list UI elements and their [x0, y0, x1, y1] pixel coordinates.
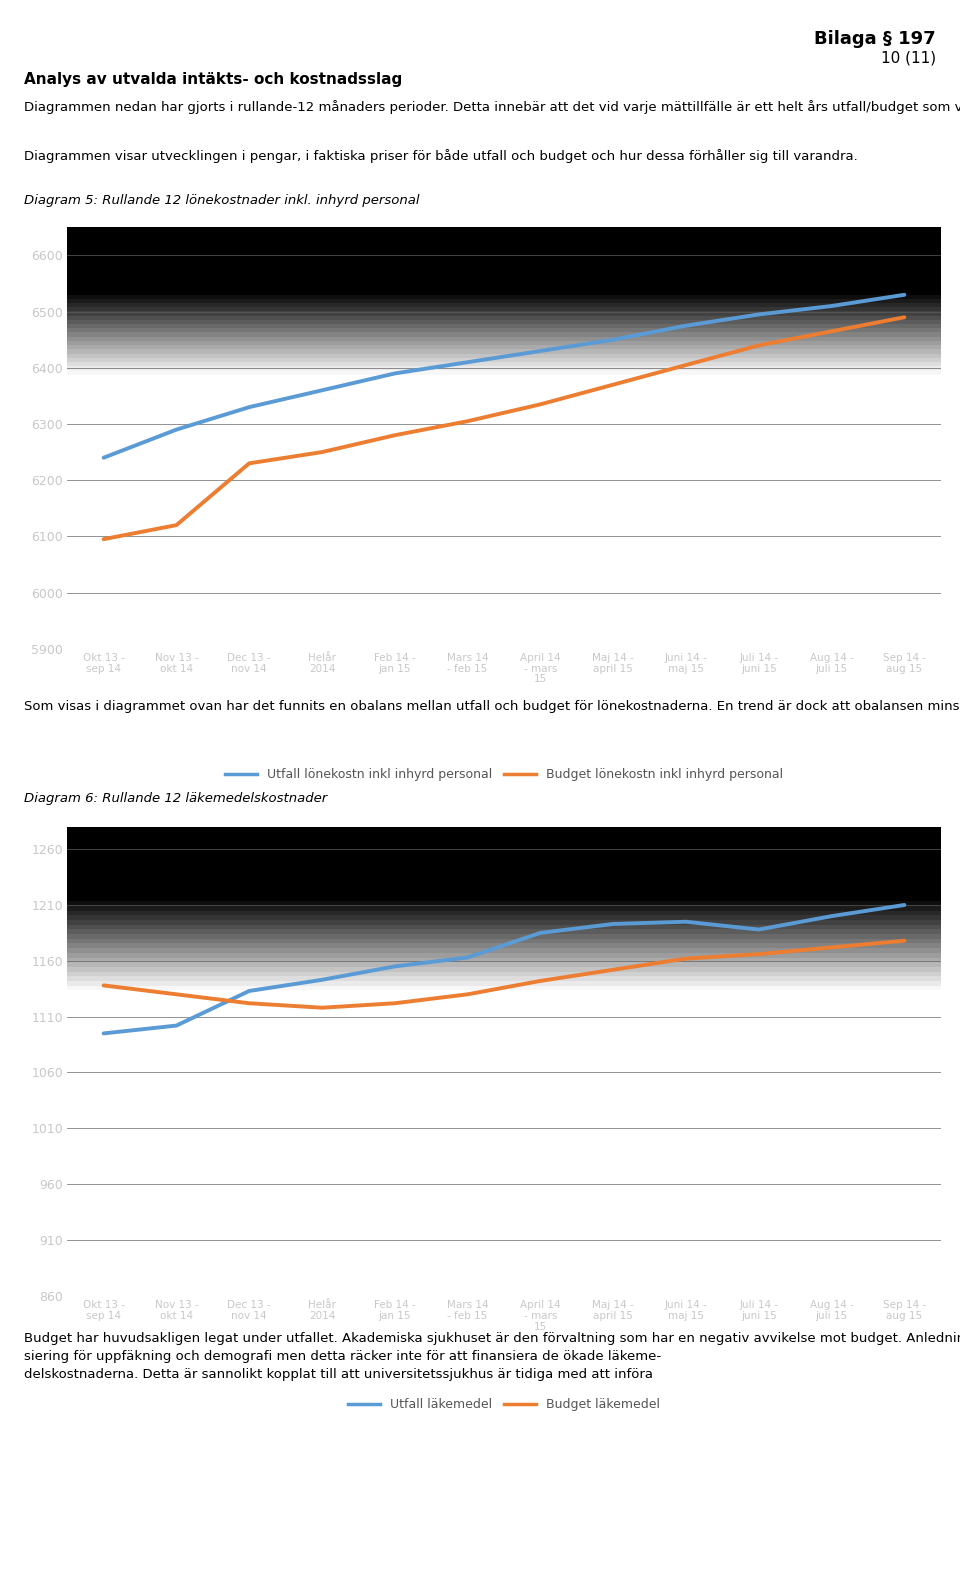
- Legend: Utfall lönekostn inkl inhyrd personal, Budget lönekostn inkl inhyrd personal: Utfall lönekostn inkl inhyrd personal, B…: [220, 763, 788, 785]
- Text: Diagram 5: Rullande 12 lönekostnader inkl. inhyrd personal: Diagram 5: Rullande 12 lönekostnader ink…: [24, 194, 420, 207]
- Text: Diagram 6: Rullande 12 läkemedelskostnader: Diagram 6: Rullande 12 läkemedelskostnad…: [24, 792, 327, 805]
- Title: Lönekostnader inkl inhyrd personal: Lönekostnader inkl inhyrd personal: [324, 202, 684, 221]
- Legend: Utfall läkemedel, Budget läkemedel: Utfall läkemedel, Budget läkemedel: [344, 1393, 664, 1417]
- Text: Budget har huvudsakligen legat under utfallet. Akademiska sjukhuset är den förva: Budget har huvudsakligen legat under utf…: [24, 1331, 960, 1380]
- Text: Diagrammen nedan har gjorts i rullande-12 månaders perioder. Detta innebär att d: Diagrammen nedan har gjorts i rullande-1…: [24, 100, 960, 114]
- Text: Bilaga § 197: Bilaga § 197: [814, 30, 936, 48]
- Text: Som visas i diagrammet ovan har det funnits en obalans mellan utfall och budget : Som visas i diagrammet ovan har det funn…: [24, 700, 960, 712]
- Text: Diagrammen visar utvecklingen i pengar, i faktiska priser för både utfall och bu: Diagrammen visar utvecklingen i pengar, …: [24, 149, 857, 164]
- Text: 10 (11): 10 (11): [881, 51, 936, 65]
- Title: Läkemedelskostnader: Läkemedelskostnader: [394, 801, 614, 820]
- Text: Analys av utvalda intäkts- och kostnadsslag: Analys av utvalda intäkts- och kostnadss…: [24, 72, 402, 86]
